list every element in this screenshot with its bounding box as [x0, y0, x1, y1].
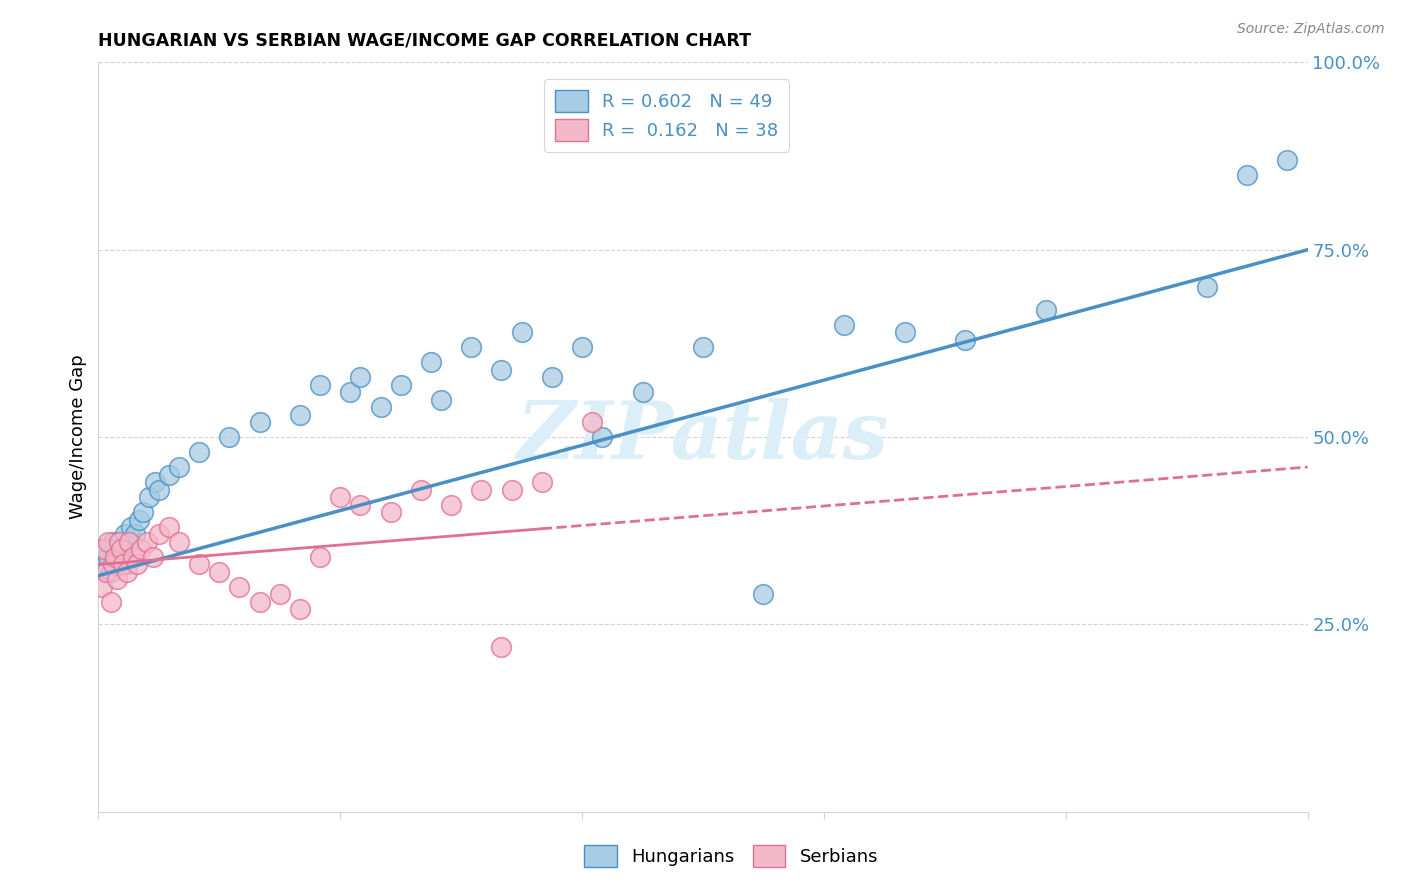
Point	[101, 535, 124, 549]
Point	[91, 542, 114, 557]
Point	[228, 580, 250, 594]
Point	[124, 527, 146, 541]
Point	[893, 325, 915, 339]
Point	[218, 430, 240, 444]
Point	[370, 400, 392, 414]
Point	[440, 498, 463, 512]
Point	[96, 565, 118, 579]
Point	[105, 558, 128, 572]
Point	[420, 355, 443, 369]
Point	[389, 377, 412, 392]
Legend: R = 0.602   N = 49, R =  0.162   N = 38: R = 0.602 N = 49, R = 0.162 N = 38	[544, 79, 789, 152]
Point	[208, 565, 231, 579]
Point	[349, 498, 371, 512]
Point	[143, 475, 166, 489]
Point	[309, 549, 332, 564]
Point	[288, 602, 311, 616]
Point	[329, 490, 352, 504]
Point	[110, 535, 132, 549]
Point	[148, 483, 170, 497]
Point	[571, 340, 593, 354]
Point	[188, 445, 211, 459]
Point	[107, 535, 129, 549]
Point	[430, 392, 453, 407]
Text: HUNGARIAN VS SERBIAN WAGE/INCOME GAP CORRELATION CHART: HUNGARIAN VS SERBIAN WAGE/INCOME GAP COR…	[98, 32, 751, 50]
Point	[100, 565, 122, 579]
Point	[288, 408, 311, 422]
Point	[591, 430, 613, 444]
Point	[167, 460, 190, 475]
Point	[501, 483, 523, 497]
Point	[105, 573, 128, 587]
Point	[1035, 302, 1057, 317]
Point	[692, 340, 714, 354]
Point	[1236, 168, 1258, 182]
Point	[91, 580, 114, 594]
Point	[157, 467, 180, 482]
Point	[110, 542, 132, 557]
Point	[103, 542, 125, 557]
Point	[380, 505, 402, 519]
Point	[249, 595, 271, 609]
Point	[157, 520, 180, 534]
Point	[339, 385, 361, 400]
Point	[269, 587, 291, 601]
Point	[581, 415, 603, 429]
Point	[530, 475, 553, 489]
Point	[120, 520, 142, 534]
Point	[100, 595, 122, 609]
Point	[125, 558, 148, 572]
Point	[114, 527, 136, 541]
Point	[631, 385, 654, 400]
Point	[107, 549, 129, 564]
Point	[96, 558, 118, 572]
Point	[138, 490, 160, 504]
Point	[249, 415, 271, 429]
Point	[953, 333, 976, 347]
Point	[115, 558, 138, 572]
Point	[115, 565, 138, 579]
Point	[188, 558, 211, 572]
Point	[309, 377, 332, 392]
Point	[129, 542, 152, 557]
Point	[752, 587, 775, 601]
Point	[97, 549, 120, 564]
Y-axis label: Wage/Income Gap: Wage/Income Gap	[69, 355, 87, 519]
Point	[460, 340, 482, 354]
Point	[832, 318, 855, 332]
Point	[470, 483, 492, 497]
Point	[135, 535, 157, 549]
Point	[142, 549, 165, 564]
Point	[409, 483, 432, 497]
Point	[111, 542, 134, 557]
Point	[97, 535, 120, 549]
Point	[118, 535, 141, 549]
Point	[132, 505, 155, 519]
Point	[491, 362, 513, 376]
Point	[1277, 153, 1299, 167]
Point	[101, 558, 124, 572]
Point	[103, 549, 125, 564]
Text: ZIPatlas: ZIPatlas	[517, 399, 889, 475]
Point	[128, 512, 150, 526]
Point	[510, 325, 533, 339]
Point	[1195, 280, 1218, 294]
Point	[167, 535, 190, 549]
Point	[118, 535, 141, 549]
Text: Source: ZipAtlas.com: Source: ZipAtlas.com	[1237, 22, 1385, 37]
Point	[121, 549, 143, 564]
Point	[93, 542, 115, 557]
Point	[349, 370, 371, 384]
Point	[111, 558, 134, 572]
Point	[540, 370, 562, 384]
Legend: Hungarians, Serbians: Hungarians, Serbians	[576, 838, 886, 874]
Point	[491, 640, 513, 654]
Point	[148, 527, 170, 541]
